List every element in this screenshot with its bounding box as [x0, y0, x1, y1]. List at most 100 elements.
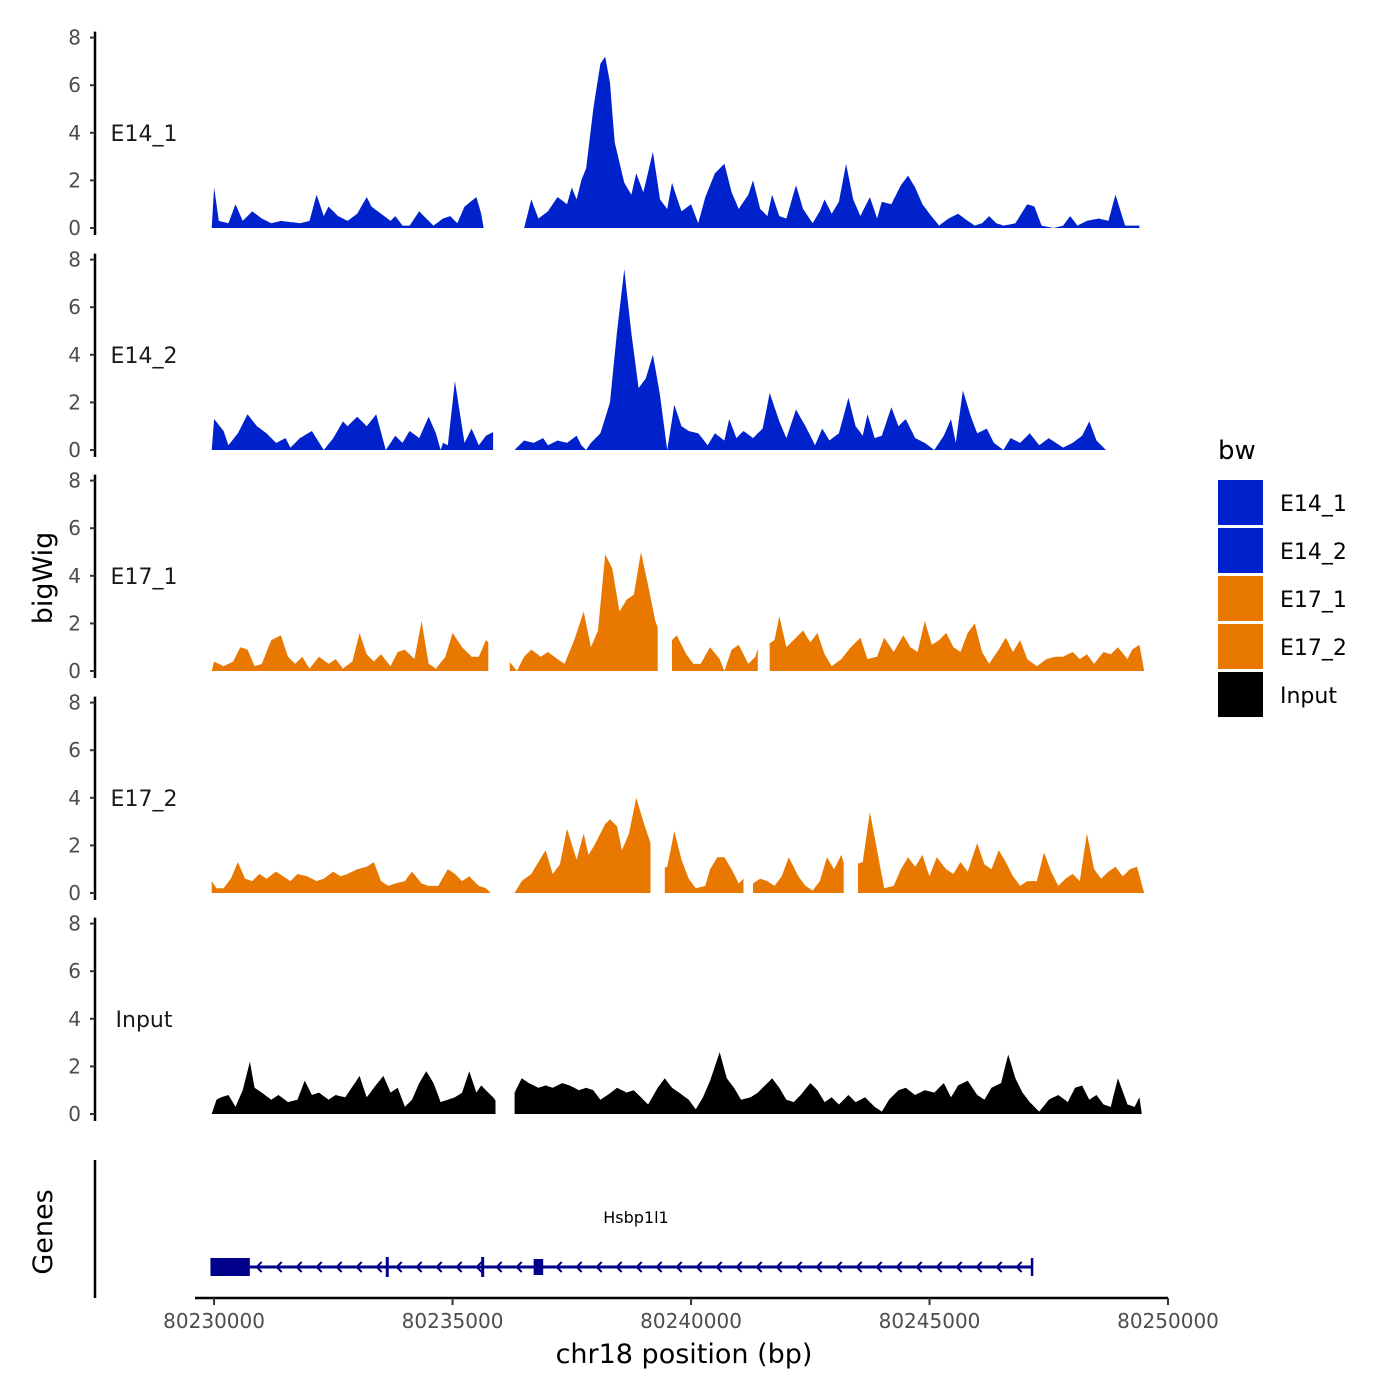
- y-tick-label: 8: [68, 469, 81, 493]
- signal-area: [753, 854, 844, 893]
- y-tick-label: 4: [68, 786, 81, 810]
- strand-arrow: [995, 1261, 1003, 1273]
- strand-arrow: [595, 1261, 603, 1273]
- track-label: E17_1: [111, 565, 178, 590]
- legend-label-Input: Input: [1280, 684, 1337, 709]
- strand-arrow: [395, 1261, 403, 1273]
- signal-area: [514, 269, 1106, 450]
- track-label: E17_2: [111, 787, 178, 812]
- strand-arrow: [555, 1261, 563, 1273]
- y-tick-label: 0: [68, 438, 81, 462]
- strand-arrow: [255, 1261, 263, 1273]
- strand-arrow: [875, 1261, 883, 1273]
- y-tick-label: 6: [68, 295, 81, 319]
- y-tick-label: 8: [68, 248, 81, 272]
- strand-arrow: [295, 1261, 303, 1273]
- strand-arrow: [855, 1261, 863, 1273]
- track-label: Input: [116, 1008, 173, 1033]
- y-tick-label: 2: [68, 1054, 81, 1078]
- y-tick-label: 0: [68, 1102, 81, 1126]
- y-tick-label: 6: [68, 516, 81, 540]
- strand-arrow: [795, 1261, 803, 1273]
- signal-area: [514, 1052, 1142, 1114]
- signal-area: [211, 187, 486, 228]
- strand-arrow: [715, 1261, 723, 1273]
- y-tick-label: 2: [68, 168, 81, 192]
- x-tick-label: 80235000: [402, 1309, 504, 1333]
- strand-arrow: [955, 1261, 963, 1273]
- y-tick-label: 6: [68, 738, 81, 762]
- y-tick-label: 4: [68, 564, 81, 588]
- y-tick-label: 2: [68, 611, 81, 635]
- strand-arrow: [815, 1261, 823, 1273]
- tracks: 0 2 4 6 8 E14_1 0 2 4 6 8 E14_2 0 2 4 6 8 E17_1 0 2 4 6 8 E17_2…: [68, 26, 1145, 1126]
- y-tick-label: 4: [68, 343, 81, 367]
- x-tick-label: 80240000: [640, 1309, 742, 1333]
- strand-arrow: [515, 1261, 523, 1273]
- legend-key-E14_1: [1218, 480, 1263, 525]
- gene-exon: [481, 1257, 485, 1277]
- strand-arrow: [1015, 1261, 1023, 1273]
- strand-arrow: [675, 1261, 683, 1273]
- signal-area: [211, 381, 494, 450]
- y-tick-label: 4: [68, 1007, 81, 1031]
- strand-arrow: [895, 1261, 903, 1273]
- strand-arrow: [415, 1261, 423, 1273]
- x-tick-label: 80230000: [163, 1309, 265, 1333]
- strand-arrow: [655, 1261, 663, 1273]
- y-tick-label: 6: [68, 959, 81, 983]
- track-E14_2: 0 2 4 6 8 E14_2: [68, 248, 1106, 462]
- gene-name-label: Hsbp1l1: [603, 1208, 668, 1227]
- y-tick-label: 8: [68, 26, 81, 50]
- strand-arrow: [495, 1261, 503, 1273]
- y-tick-label: 8: [68, 912, 81, 936]
- strand-arrow: [355, 1261, 363, 1273]
- gene-exon: [533, 1259, 544, 1275]
- legend-label-E17_1: E17_1: [1280, 588, 1347, 613]
- track-E14_1: 0 2 4 6 8 E14_1: [68, 26, 1140, 240]
- signal-area: [211, 621, 489, 671]
- legend-label-E14_2: E14_2: [1280, 540, 1347, 565]
- y-tick-label: 4: [68, 121, 81, 145]
- legend: E14_1 E14_2 E17_1 E17_2 Input: [1218, 480, 1347, 717]
- strand-arrow: [695, 1261, 703, 1273]
- signal-area: [509, 552, 658, 671]
- strand-arrow: [775, 1261, 783, 1273]
- legend-label-E14_1: E14_1: [1280, 492, 1347, 517]
- gene-exon: [211, 1258, 250, 1276]
- signal-area: [211, 862, 494, 893]
- strand-arrow: [475, 1261, 483, 1273]
- strand-arrow: [755, 1261, 763, 1273]
- strand-arrow: [335, 1261, 343, 1273]
- strand-arrow: [835, 1261, 843, 1273]
- legend-key-E14_2: [1218, 528, 1263, 573]
- x-tick-label: 80245000: [879, 1309, 981, 1333]
- legend-key-Input: [1218, 672, 1263, 717]
- x-tick-label: 80250000: [1117, 1309, 1219, 1333]
- track-E17_1: 0 2 4 6 8 E17_1: [68, 469, 1145, 683]
- x-axis: 80230000 80235000 80240000 80245000 80250000: [163, 1296, 1219, 1333]
- y-tick-label: 2: [68, 833, 81, 857]
- strand-arrow: [615, 1261, 623, 1273]
- strand-arrow: [455, 1261, 463, 1273]
- legend-title: bw: [1218, 436, 1256, 466]
- track-E17_2: 0 2 4 6 8 E17_2: [68, 691, 1145, 905]
- y-tick-label: 0: [68, 881, 81, 905]
- signal-area: [672, 635, 758, 671]
- y-tick-label: 2: [68, 390, 81, 414]
- gene-exon: [385, 1257, 389, 1277]
- signal-area: [524, 56, 1140, 228]
- y-tick-label: 8: [68, 691, 81, 715]
- strand-arrow: [575, 1261, 583, 1273]
- genes-axis-title: Genes: [28, 1189, 59, 1274]
- y-tick-label: 6: [68, 73, 81, 97]
- gene-track: Hsbp1l1: [93, 1160, 1034, 1298]
- y-axis-title: bigWig: [28, 532, 59, 625]
- signal-area: [514, 797, 651, 893]
- track-label: E14_1: [111, 122, 178, 147]
- signal-area: [664, 831, 744, 893]
- signal-area: [769, 616, 1145, 671]
- signal-area: [211, 1061, 496, 1114]
- strand-arrow: [975, 1261, 983, 1273]
